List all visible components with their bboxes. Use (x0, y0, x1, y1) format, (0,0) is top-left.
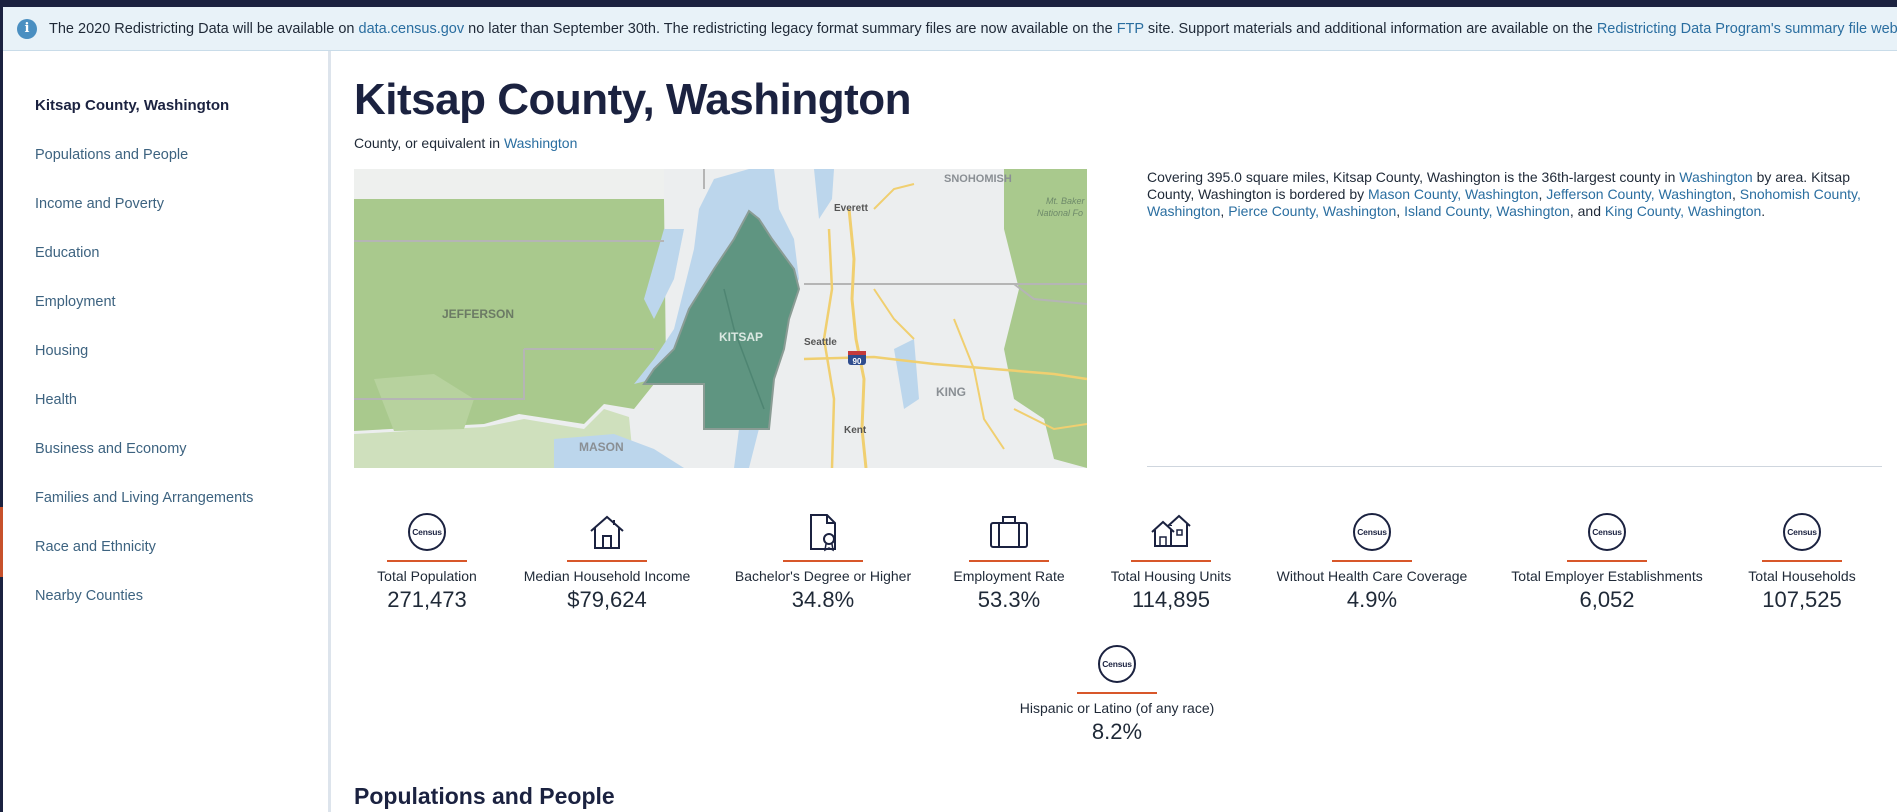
diploma-icon (810, 514, 836, 552)
ftp-link[interactable]: FTP (1116, 20, 1144, 37)
sidebar-item-education[interactable]: Education (35, 244, 100, 261)
sidebar-item-families-and-living-arrangements[interactable]: Families and Living Arrangements (35, 489, 254, 506)
stat-label: Total Employer Establishments (1511, 568, 1703, 584)
pierce-county-link[interactable]: Pierce County, Washington (1228, 203, 1397, 219)
stat-value: 8.2% (1091, 719, 1143, 744)
map-label-mason: MASON (579, 440, 624, 454)
census-icon: Census (1098, 645, 1136, 683)
map-label-kitsap: KITSAP (719, 330, 763, 344)
sidebar-item-nearby-counties[interactable]: Nearby Counties (35, 587, 143, 604)
stat-underline (1077, 692, 1157, 694)
jefferson-county-link[interactable]: Jefferson County, Washington (1546, 186, 1732, 202)
houses-icon (1151, 514, 1191, 547)
sidebar-list: Kitsap County, Washington Populations an… (3, 51, 328, 620)
page-subtitle: County, or equivalent in Washington (354, 135, 578, 151)
stat-underline (1332, 560, 1412, 562)
stat-value: 4.9% (1346, 587, 1398, 612)
stat-label: Bachelor's Degree or Higher (734, 568, 912, 584)
washington-state-link[interactable]: Washington (503, 135, 578, 151)
stat-label: Total Households (1748, 568, 1856, 584)
map-label-seattle: Seattle (804, 337, 837, 348)
stat-underline (1762, 560, 1842, 562)
description-divider (1147, 466, 1882, 467)
stat-value: 114,895 (1132, 587, 1210, 612)
county-description: Covering 395.0 square miles, Kitsap Coun… (1147, 169, 1861, 219)
announcement-banner: i The 2020 Redistricting Data will be av… (3, 7, 1897, 51)
stat-underline (387, 560, 467, 562)
stat-underline (969, 560, 1049, 562)
stat-underline (1567, 560, 1647, 562)
stat-value: 34.8% (791, 587, 855, 612)
data-census-gov-link[interactable]: data.census.gov (358, 20, 465, 37)
page-title: Kitsap County, Washington (354, 75, 912, 124)
stat-label: Median Household Income (523, 568, 691, 584)
stat-label: Without Health Care Coverage (1276, 568, 1468, 584)
left-edge-accent (0, 507, 3, 577)
left-edge-stripe (0, 7, 3, 812)
sidebar-item-income-and-poverty[interactable]: Income and Poverty (35, 195, 164, 212)
stat-value: 6,052 (1579, 587, 1635, 612)
sidebar-item-race-and-ethnicity[interactable]: Race and Ethnicity (35, 538, 156, 555)
stat-label: Employment Rate (953, 568, 1065, 584)
stat-underline (1131, 560, 1211, 562)
sidebar-item-populations-and-people[interactable]: Populations and People (35, 146, 189, 163)
census-icon: Census (1353, 513, 1391, 551)
sidebar-item-business-and-economy[interactable]: Business and Economy (35, 440, 187, 457)
house-icon (590, 515, 624, 549)
summary-file-webpage-link[interactable]: Redistricting Data Program's summary fil… (1596, 20, 1897, 37)
sidebar-nav: Kitsap County, Washington Populations an… (3, 51, 331, 812)
island-county-link[interactable]: Island County, Washington (1404, 203, 1570, 219)
stat-value: 107,525 (1762, 587, 1842, 612)
map-label-king: KING (936, 385, 966, 399)
stat-underline (567, 560, 647, 562)
stat-label: Total Population (377, 568, 477, 584)
top-nav-stripe (0, 0, 1897, 7)
stat-value: 53.3% (977, 587, 1041, 612)
census-icon: Census (1588, 513, 1626, 551)
mason-county-link[interactable]: Mason County, Washington (1368, 186, 1539, 202)
county-map[interactable]: 90 SNOHOMISH Mt. Baker National Fo Evere… (354, 169, 1087, 468)
map-label-jefferson: JEFFERSON (442, 307, 514, 321)
briefcase-icon (990, 516, 1028, 548)
main-content: Kitsap County, Washington County, or equ… (354, 51, 1884, 812)
stat-underline (783, 560, 863, 562)
section-heading-populations-and-people: Populations and People (354, 783, 615, 809)
stat-label: Total Housing Units (1110, 568, 1232, 584)
stat-value: $79,624 (567, 587, 647, 612)
banner-text: The 2020 Redistricting Data will be avai… (49, 21, 1897, 37)
sidebar-item-employment[interactable]: Employment (35, 293, 116, 310)
stat-value: 271,473 (387, 587, 467, 612)
census-icon: Census (408, 513, 446, 551)
sidebar-item-kitsap-county[interactable]: Kitsap County, Washington (35, 97, 230, 114)
county-map-graphic: 90 SNOHOMISH Mt. Baker National Fo Evere… (354, 169, 1087, 468)
map-label-snohomish: SNOHOMISH (944, 173, 1012, 185)
map-label-interstate: 90 (853, 357, 862, 366)
map-label-mt-baker: Mt. Baker (1046, 196, 1086, 206)
map-label-kent: Kent (844, 425, 867, 436)
king-county-link[interactable]: King County, Washington (1604, 203, 1762, 219)
info-icon: i (17, 18, 37, 39)
sidebar-item-housing[interactable]: Housing (35, 342, 89, 359)
map-label-national-forest: National Fo (1037, 208, 1083, 218)
stat-label: Hispanic or Latino (of any race) (1019, 700, 1215, 716)
sidebar-item-health[interactable]: Health (35, 391, 77, 408)
census-icon: Census (1783, 513, 1821, 551)
map-label-everett: Everett (834, 203, 869, 214)
washington-link[interactable]: Washington (1679, 169, 1753, 185)
snohomish-county-link[interactable]: Snohomish County, Washington (1147, 186, 1861, 219)
